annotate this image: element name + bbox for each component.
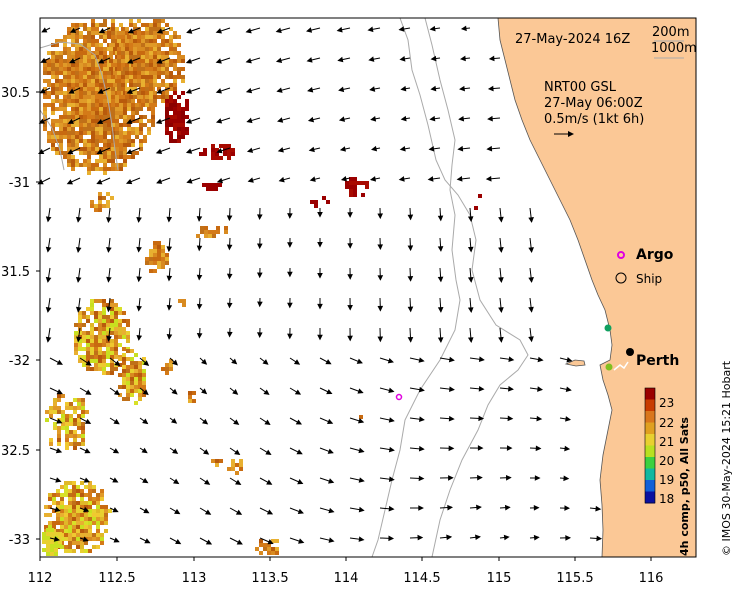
x-tick: 114.5 <box>403 557 441 586</box>
x-tick: 112.5 <box>98 557 136 586</box>
depth-label-1000m: 1000m <box>651 41 697 56</box>
argo-float-icon <box>395 393 403 401</box>
svg-text:115.5: 115.5 <box>556 571 593 586</box>
contour-200m <box>399 17 529 558</box>
argo-legend-label: Argo <box>636 247 674 263</box>
colorbar-segment <box>645 399 655 412</box>
x-tick: 112 <box>28 557 53 586</box>
svg-text:115: 115 <box>487 571 512 586</box>
colorbar-segment <box>645 457 655 469</box>
colorbar-title: 4h comp, p50, All Sats <box>678 417 691 556</box>
colorbar-segment <box>645 422 655 435</box>
colorbar-segment <box>645 411 655 423</box>
y-tick: 30.5 <box>1 86 40 101</box>
cbar-tick: 23 <box>659 396 674 410</box>
contour-west-2 <box>39 109 65 171</box>
cbar-tick: 22 <box>659 416 674 430</box>
svg-text:114: 114 <box>334 571 359 586</box>
y-tick: -32 <box>9 354 40 369</box>
svg-text:31.5: 31.5 <box>1 265 30 280</box>
rottnest-island <box>564 359 586 367</box>
colorbar-segment <box>645 434 655 446</box>
y-tick: -31 <box>9 176 40 191</box>
ship-legend-icon <box>615 272 627 284</box>
coastal-station-icon <box>604 324 612 332</box>
svg-text:-31: -31 <box>9 176 30 191</box>
contour-1000m <box>371 17 461 558</box>
y-tick: -33 <box>9 533 40 548</box>
svg-text:112: 112 <box>28 571 53 586</box>
current-product-label: NRT00 GSL <box>544 80 617 95</box>
x-tick: 113 <box>182 557 207 586</box>
svg-text:112.5: 112.5 <box>98 571 135 586</box>
svg-text:-33: -33 <box>9 533 30 548</box>
svg-text:30.5: 30.5 <box>1 86 30 101</box>
cbar-tick: 21 <box>659 435 674 449</box>
colorbar-segment <box>645 491 655 504</box>
contour-west <box>39 41 119 171</box>
x-tick: 114 <box>334 557 359 586</box>
colorbar-segment <box>645 388 655 400</box>
y-tick: 31.5 <box>1 265 40 280</box>
colorbar-segment <box>645 468 655 481</box>
scale-arrow <box>554 131 574 137</box>
current-arrows <box>37 25 603 545</box>
map-date-title: 27-May-2024 16Z <box>515 32 630 47</box>
x-tick: 113.5 <box>251 557 289 586</box>
x-axis: 112 112.5 113 113.5 114 114.5 115 115.5 … <box>28 557 664 586</box>
svg-text:-32: -32 <box>9 354 30 369</box>
x-tick: 115 <box>487 557 512 586</box>
colorbar-segment <box>645 445 655 458</box>
colorbar-segment <box>645 480 655 492</box>
x-tick: 116 <box>639 557 664 586</box>
colorbar-ticks: 23 22 21 20 19 18 <box>659 396 674 506</box>
cbar-tick: 18 <box>659 492 674 506</box>
perth-marker-icon <box>626 348 634 356</box>
argo-legend-icon <box>617 251 625 259</box>
bathymetry-contours <box>39 17 529 558</box>
colorbar <box>644 387 656 504</box>
axes-frame <box>39 17 697 558</box>
ship-legend-label: Ship <box>636 272 662 286</box>
y-tick: 32.5 <box>1 444 40 459</box>
current-time-label: 27-May 06:00Z <box>544 96 643 111</box>
svg-text:114.5: 114.5 <box>403 571 440 586</box>
svg-text:32.5: 32.5 <box>1 444 30 459</box>
depth-label-200m: 200m <box>652 25 689 40</box>
colorbar-border <box>644 387 656 504</box>
cbar-tick: 20 <box>659 454 674 468</box>
svg-text:116: 116 <box>639 571 664 586</box>
x-tick: 115.5 <box>556 557 594 586</box>
svg-text:113.5: 113.5 <box>251 571 288 586</box>
credit-text: © IMOS 30-May-2024 15:21 Hobart <box>720 360 733 556</box>
cbar-tick: 19 <box>659 473 674 487</box>
perth-label: Perth <box>636 353 679 369</box>
svg-text:113: 113 <box>182 571 207 586</box>
coastal-station-icon <box>605 363 613 371</box>
swan-river <box>613 361 629 371</box>
y-axis: 30.5 -31 31.5 -32 32.5 -33 <box>1 86 40 548</box>
current-scale-label: 0.5m/s (1kt 6h) <box>544 112 644 127</box>
